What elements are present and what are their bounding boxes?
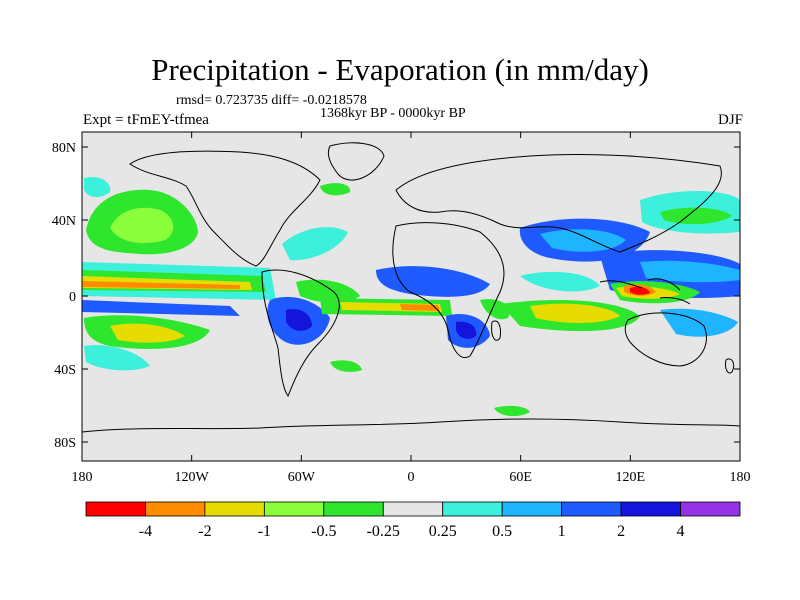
- coast-north-america: [129, 150, 321, 267]
- colorbar-label: -2: [198, 523, 211, 540]
- colorbar-swatch: [680, 501, 741, 517]
- anomaly-eq-pacific-orange: [82, 281, 240, 289]
- anomaly-north-west-pacific-green: [660, 207, 732, 225]
- lon-tick-label: 0: [408, 470, 415, 485]
- coast-greenland: [327, 142, 385, 181]
- stats-text: rmsd= 0.723735 diff= -0.0218578: [176, 93, 367, 108]
- anomaly-north-pacific-inner: [110, 207, 174, 244]
- colorbar-swatch: [85, 501, 146, 517]
- colorbar-label: -0.5: [311, 523, 336, 540]
- colorbar-swatch: [263, 501, 325, 517]
- colorbar-swatch: [561, 501, 622, 517]
- lat-tick-label: 80N: [52, 141, 76, 156]
- coastlines: [82, 142, 740, 433]
- coast-africa: [392, 222, 505, 358]
- anomaly-africa-south-darkblue: [456, 321, 477, 339]
- colorbar-label: 0.25: [429, 523, 457, 540]
- colorbar-label: 4: [677, 523, 685, 540]
- lat-tick-label: 0: [69, 290, 76, 305]
- anomaly-south-pacific-cyan: [84, 345, 150, 371]
- coast-madagascar: [491, 320, 501, 341]
- colorbar-label: -0.25: [367, 523, 400, 540]
- colorbar: -4 -2 -1 -0.5 -0.25 0.25 0.5 1 2 4: [85, 501, 741, 540]
- anomaly-indian-yellow: [530, 303, 620, 323]
- anomaly-africa-blue: [376, 266, 490, 297]
- colorbar-label: 0.5: [492, 523, 512, 540]
- anomaly-field: [82, 176, 740, 417]
- lat-tick-label: 40S: [54, 363, 76, 378]
- lon-tick-label: 180: [72, 470, 93, 485]
- colorbar-label: -4: [139, 523, 152, 540]
- colorbar-swatch: [204, 501, 265, 517]
- lat-tick-label: 40N: [52, 214, 76, 229]
- anomaly-eq-atlantic-orange: [400, 304, 440, 311]
- anomaly-west-pacific-lightblue: [640, 260, 740, 283]
- experiment-label: Expt = tFmEY-tfmea: [83, 112, 209, 128]
- colorbar-swatch: [442, 501, 503, 517]
- colorbar-swatch: [620, 501, 681, 517]
- anomaly-southern-ocean-green-2: [330, 360, 362, 372]
- coast-antarctica: [82, 418, 740, 433]
- colorbar-swatch: [382, 501, 444, 517]
- coast-indonesia: [599, 278, 691, 305]
- lon-tick-label: 120E: [616, 470, 646, 485]
- colorbar-swatch: [501, 501, 563, 517]
- lon-tick-label: 180: [730, 470, 751, 485]
- anomaly-south-pacific-yellow: [110, 323, 185, 343]
- lat-tick-label: 80S: [54, 436, 76, 451]
- anomaly-north-pacific-cyan: [84, 176, 111, 198]
- anomaly-atlantic-green: [320, 183, 351, 196]
- lon-tick-label: 120W: [175, 470, 210, 485]
- anomaly-southern-ocean-green: [494, 405, 530, 417]
- anomaly-atlantic-cyan: [282, 227, 348, 261]
- coast-new-zealand: [725, 358, 735, 374]
- axis-ticks: 180 120W 60W 0 60E 120E 180 80N 40N 0 40S 80S: [52, 132, 751, 485]
- coast-australia: [624, 312, 707, 367]
- lon-tick-label: 60W: [288, 470, 316, 485]
- anomaly-south-america-darkblue: [286, 308, 312, 331]
- period-text: 1368kyr BP - 0000kyr BP: [320, 106, 466, 121]
- anomaly-eq-pacific-blue: [82, 300, 240, 316]
- anomaly-south-west-pacific: [660, 308, 738, 337]
- plot-title: Precipitation - Evaporation (in mm/day): [151, 52, 649, 87]
- anomaly-south-america-green: [296, 279, 360, 303]
- anomaly-west-pacific-red: [630, 286, 650, 295]
- anomaly-indian-cyan: [520, 271, 600, 292]
- colorbar-label: 1: [558, 523, 566, 540]
- colorbar-swatch: [323, 501, 384, 517]
- colorbar-label: -1: [258, 523, 271, 540]
- coast-south-america: [261, 269, 340, 398]
- coast-eurasia: [395, 153, 722, 253]
- season-label: DJF: [717, 112, 743, 128]
- colorbar-label: 2: [617, 523, 625, 540]
- colorbar-swatch: [145, 501, 206, 517]
- lon-tick-label: 60E: [509, 470, 532, 485]
